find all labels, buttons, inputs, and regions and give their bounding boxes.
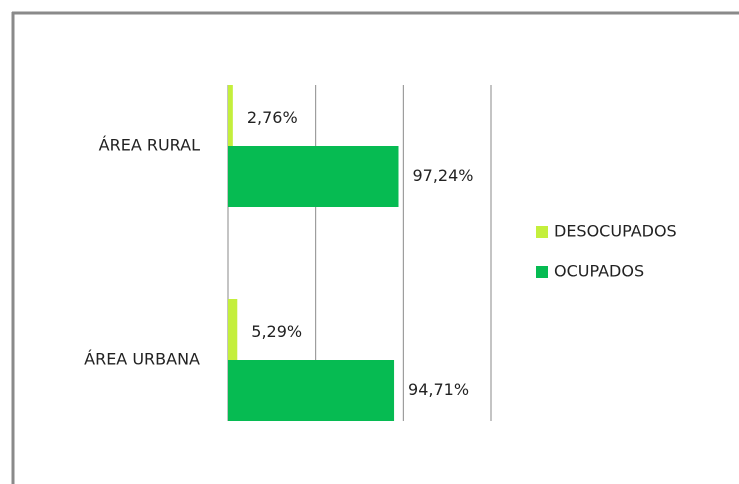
category-label: ÁREA URBANA	[84, 350, 200, 369]
legend-label: DESOCUPADOS	[554, 222, 677, 241]
bar	[228, 299, 238, 360]
category-label: ÁREA RURAL	[99, 136, 200, 155]
legend-label: OCUPADOS	[554, 262, 644, 281]
legend-swatch	[536, 266, 548, 278]
bar	[228, 146, 399, 207]
value-label: 5,29%	[251, 322, 302, 341]
value-label: 94,71%	[408, 380, 469, 399]
bar	[228, 360, 395, 421]
legend-swatch	[536, 226, 548, 238]
value-label: 2,76%	[247, 108, 298, 127]
bar	[228, 85, 233, 146]
value-label: 97,24%	[412, 166, 473, 185]
